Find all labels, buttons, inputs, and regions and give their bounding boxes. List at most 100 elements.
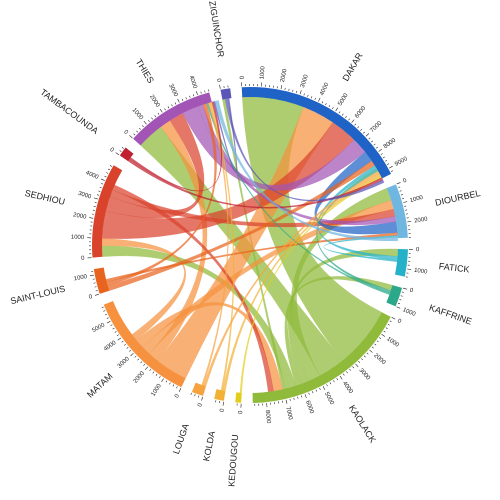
tick-mark bbox=[399, 299, 402, 301]
tick-mark bbox=[400, 295, 403, 297]
tick-label: 6000 bbox=[304, 400, 314, 415]
tick-mark bbox=[106, 317, 109, 319]
tick-mark bbox=[299, 90, 302, 95]
arc-matam bbox=[103, 300, 186, 388]
tick-mark bbox=[104, 313, 107, 316]
tick-mark bbox=[190, 392, 192, 395]
tick-mark bbox=[189, 95, 191, 98]
tick-mark bbox=[333, 380, 335, 383]
tick-mark bbox=[130, 352, 134, 357]
tick-mark bbox=[185, 97, 187, 100]
tick-label: 2000 bbox=[414, 217, 429, 225]
ribbon-kaolack-to-fatick bbox=[287, 248, 399, 385]
tick-mark bbox=[368, 137, 371, 140]
ribbon-kaolack-to-diourbel bbox=[290, 187, 392, 382]
tick-mark bbox=[336, 378, 339, 381]
tick-mark bbox=[171, 104, 173, 107]
tick-mark bbox=[363, 355, 366, 358]
tick-mark bbox=[329, 382, 332, 385]
tick-label: 0 bbox=[174, 393, 181, 399]
arc-kaolack bbox=[252, 312, 391, 403]
tick-mark bbox=[351, 119, 355, 123]
ribbon-kolda-to-dakar bbox=[222, 173, 382, 392]
tick-mark bbox=[293, 397, 295, 400]
tick-mark bbox=[139, 127, 141, 130]
tick-mark bbox=[345, 116, 347, 118]
tick-mark bbox=[396, 182, 401, 185]
tick-mark bbox=[129, 135, 133, 139]
region-label-thies: THIES bbox=[134, 57, 156, 85]
tick-mark bbox=[117, 337, 122, 341]
arc-dakar bbox=[241, 86, 392, 179]
tick-mark bbox=[107, 168, 110, 171]
tick-mark bbox=[103, 310, 106, 312]
tick-label: 2000 bbox=[280, 68, 289, 83]
tick-mark bbox=[157, 112, 160, 115]
tick-mark bbox=[96, 194, 100, 196]
tick-mark bbox=[369, 349, 373, 353]
ribbon-tambacounda-to-thies bbox=[129, 101, 223, 192]
tick-mark bbox=[123, 343, 126, 346]
tick-mark bbox=[403, 201, 408, 203]
arc-saint-louis bbox=[93, 267, 110, 294]
tick-mark bbox=[169, 382, 171, 385]
tick-mark bbox=[349, 368, 351, 371]
tick-mark bbox=[121, 340, 124, 343]
region-label-tambacounda: TAMBACOUNDA bbox=[38, 87, 100, 136]
tick-mark bbox=[310, 96, 313, 99]
tick-mark bbox=[93, 197, 98, 200]
tick-mark bbox=[95, 290, 98, 292]
tick-label: 3000 bbox=[77, 191, 92, 201]
tick-label: 0 bbox=[238, 410, 244, 414]
tick-mark bbox=[101, 183, 104, 185]
tick-mark bbox=[178, 388, 182, 392]
tick-mark bbox=[101, 306, 104, 309]
tick-label: 1000 bbox=[151, 383, 164, 398]
tick-mark bbox=[307, 94, 309, 97]
arc-louga bbox=[191, 382, 207, 396]
tick-mark bbox=[134, 355, 137, 358]
tick-label: 5000 bbox=[323, 391, 335, 406]
tick-mark bbox=[129, 350, 132, 352]
ribbon-layer bbox=[101, 96, 399, 393]
tick-mark bbox=[397, 302, 400, 305]
tick-mark bbox=[304, 394, 307, 399]
tick-mark bbox=[376, 146, 378, 149]
tick-mark bbox=[374, 343, 377, 346]
tick-mark bbox=[143, 121, 147, 125]
tick-mark bbox=[400, 194, 403, 196]
tick-mark bbox=[339, 375, 343, 380]
tick-mark bbox=[144, 366, 149, 371]
tick-mark bbox=[167, 106, 170, 109]
tick-mark bbox=[104, 175, 107, 178]
tick-mark bbox=[335, 107, 339, 112]
tick-mark bbox=[89, 274, 94, 277]
tick-label: 1000 bbox=[131, 107, 145, 122]
tick-mark bbox=[357, 126, 360, 129]
tick-mark bbox=[352, 366, 355, 369]
tick-mark bbox=[328, 105, 331, 108]
tick-mark bbox=[100, 178, 105, 181]
tick-mark bbox=[140, 361, 143, 364]
tick-mark bbox=[98, 190, 101, 192]
tick-mark bbox=[152, 371, 155, 374]
tick-label: 0 bbox=[81, 256, 85, 262]
tick-mark bbox=[198, 395, 200, 398]
arc-tambacounda bbox=[119, 147, 134, 162]
tick-label: 7000 bbox=[284, 406, 293, 421]
tick-mark bbox=[94, 293, 99, 296]
tick-label: 1000 bbox=[414, 268, 429, 276]
tick-mark bbox=[363, 131, 365, 134]
tick-label: 8000 bbox=[383, 137, 398, 150]
tick-label: 8000 bbox=[264, 410, 271, 425]
tick-mark bbox=[114, 331, 117, 333]
tick-mark bbox=[402, 197, 405, 200]
tick-mark bbox=[106, 320, 111, 324]
tick-mark bbox=[407, 268, 412, 270]
tick-mark bbox=[354, 123, 357, 126]
tick-mark bbox=[325, 103, 327, 106]
region-label-kaolack: KAOLACK bbox=[347, 403, 378, 444]
tick-label: 0 bbox=[416, 247, 420, 253]
tick-mark bbox=[159, 108, 163, 113]
tick-label: 6000 bbox=[354, 105, 368, 120]
